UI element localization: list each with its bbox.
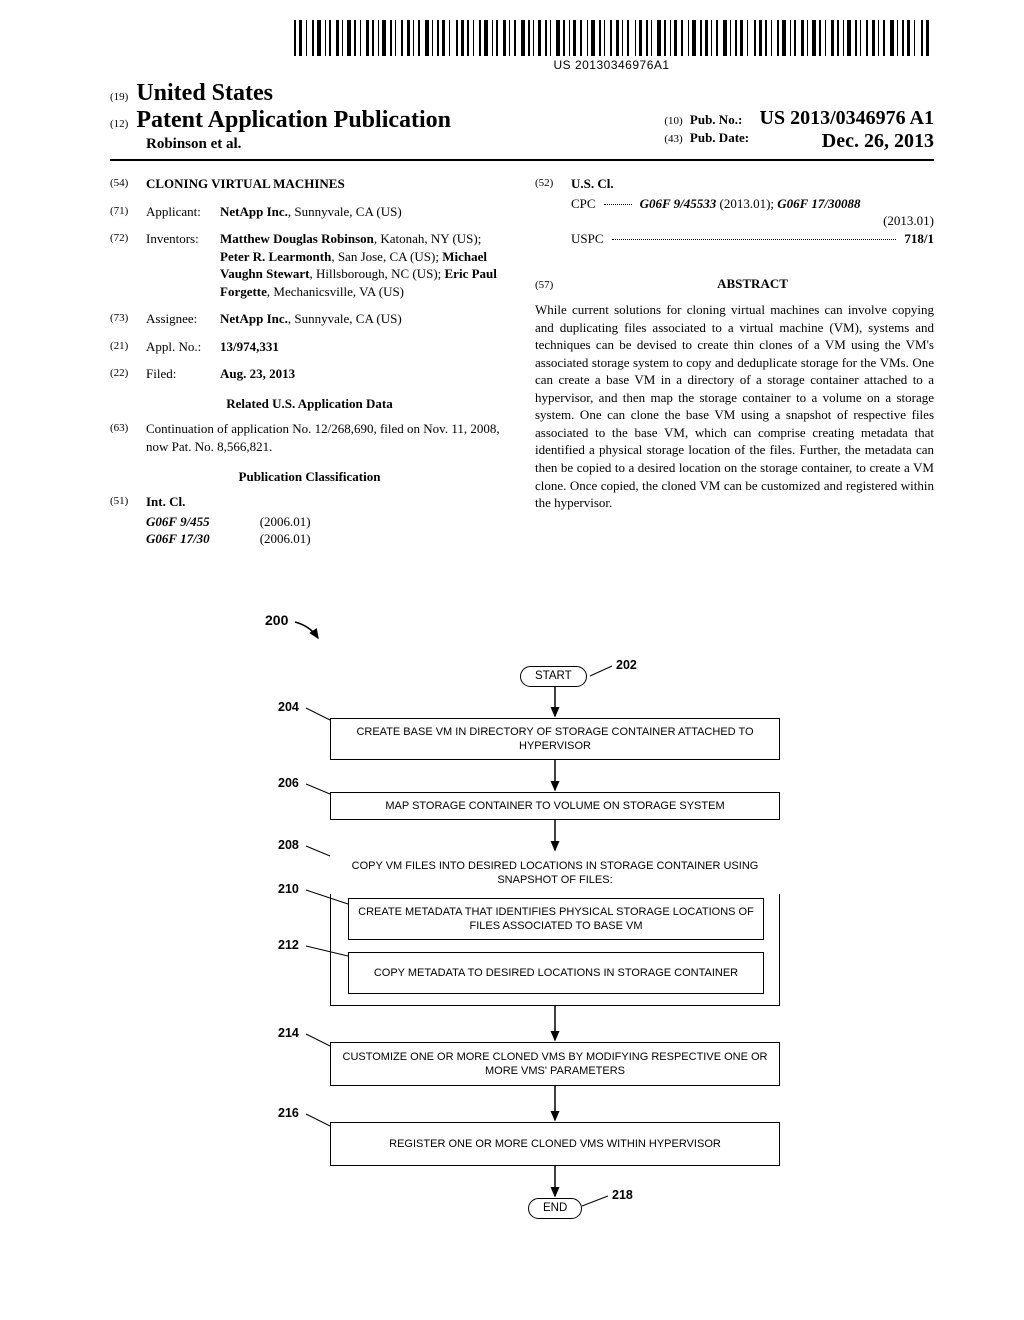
pubdate-label: Pub. Date: xyxy=(690,130,749,145)
prefix-pubtype: (12) xyxy=(110,118,128,130)
pubdate-value: Dec. 26, 2013 xyxy=(822,130,934,153)
assignee-name: NetApp Inc. xyxy=(220,311,288,326)
applicant-value: NetApp Inc., Sunnyvale, CA (US) xyxy=(220,203,509,221)
document-header: (19) United States (12) Patent Applicati… xyxy=(110,80,934,161)
field-num-filed: (22) xyxy=(110,365,146,381)
applno-label: Appl. No.: xyxy=(146,338,220,356)
ref-204: 204 xyxy=(278,700,299,714)
ref-216: 216 xyxy=(278,1106,299,1120)
flowchart-box-204: CREATE BASE VM IN DIRECTORY OF STORAGE C… xyxy=(330,718,780,760)
filed-label: Filed: xyxy=(146,365,220,383)
field-num-applno: (21) xyxy=(110,338,146,354)
figure-ref-number: 200 xyxy=(265,612,288,628)
flowchart-box-206: MAP STORAGE CONTAINER TO VOLUME ON STORA… xyxy=(330,792,780,820)
intcl-date-0: (2006.01) xyxy=(260,513,311,531)
applno-value: 13/974,331 xyxy=(220,338,509,356)
prefix-pubdate: (43) xyxy=(664,133,682,145)
field-num-inventors: (72) xyxy=(110,230,146,246)
ref-206: 206 xyxy=(278,776,299,790)
flowchart-box-214: CUSTOMIZE ONE OR MORE CLONED VMS BY MODI… xyxy=(330,1042,780,1086)
field-num-abstract: (57) xyxy=(535,277,571,293)
field-num-intcl: (51) xyxy=(110,493,146,509)
left-column: (54) CLONING VIRTUAL MACHINES (71) Appli… xyxy=(110,175,509,548)
prefix-country: (19) xyxy=(110,91,128,103)
publication-type: Patent Application Publication xyxy=(136,107,451,133)
ref-210: 210 xyxy=(278,882,299,896)
cpc-date-1: (2013.01); xyxy=(720,196,775,211)
invention-title: CLONING VIRTUAL MACHINES xyxy=(146,175,509,193)
ref-208: 208 xyxy=(278,838,299,852)
field-num-title: (54) xyxy=(110,175,146,191)
ref-218: 218 xyxy=(612,1188,633,1202)
cpc-value-1: G06F 9/45533 xyxy=(640,196,717,211)
intcl-code-0: G06F 9/455 xyxy=(146,513,210,531)
intcl-date-1: (2006.01) xyxy=(260,530,311,548)
content-columns: (54) CLONING VIRTUAL MACHINES (71) Appli… xyxy=(110,175,934,548)
ref-212: 212 xyxy=(278,938,299,952)
applicant-name: NetApp Inc. xyxy=(220,204,288,219)
field-num-uscl: (52) xyxy=(535,175,571,191)
assignee-loc: , Sunnyvale, CA (US) xyxy=(288,311,402,326)
cpc-value-2: G06F 17/30088 xyxy=(777,196,860,211)
intcl-code-1: G06F 17/30 xyxy=(146,530,210,548)
inventors-label: Inventors: xyxy=(146,230,220,248)
right-column: (52) U.S. Cl. CPC G06F 9/45533 (2013.01)… xyxy=(535,175,934,548)
field-num-applicant: (71) xyxy=(110,203,146,219)
uspc-label: USPC xyxy=(571,230,604,248)
barcode-text: US 20130346976A1 xyxy=(294,58,929,72)
applicant-label: Applicant: xyxy=(146,203,220,221)
flowchart-start: START xyxy=(520,666,587,687)
cpc-date-2: (2013.01) xyxy=(571,212,934,230)
ref-202: 202 xyxy=(616,658,637,672)
flowchart-box-216: REGISTER ONE OR MORE CLONED VMS WITHIN H… xyxy=(330,1122,780,1166)
flowchart-end: END xyxy=(528,1198,582,1219)
abstract-text: While current solutions for cloning virt… xyxy=(535,301,934,512)
uspc-value: 718/1 xyxy=(904,230,934,248)
field-num-continuation: (63) xyxy=(110,420,146,436)
intcl-label: Int. Cl. xyxy=(146,493,185,511)
related-heading: Related U.S. Application Data xyxy=(110,395,509,413)
cpc-row: CPC G06F 9/45533 (2013.01); G06F 17/3008… xyxy=(571,195,934,213)
country-name: United States xyxy=(136,80,273,106)
prefix-pubno: (10) xyxy=(664,115,682,127)
uspc-row: USPC 718/1 xyxy=(571,230,934,248)
classification-heading: Publication Classification xyxy=(110,468,509,486)
pubno-label: Pub. No.: xyxy=(690,112,742,127)
flowchart-diagram: 200 START 202 CREATE BASE VM IN DIRECTOR… xyxy=(110,608,930,1298)
field-num-assignee: (73) xyxy=(110,310,146,326)
ref-214: 214 xyxy=(278,1026,299,1040)
abstract-heading: ABSTRACT xyxy=(571,275,934,293)
flowchart-box-212: COPY METADATA TO DESIRED LOCATIONS IN ST… xyxy=(348,952,764,994)
barcode-graphic xyxy=(294,20,929,56)
pubno-value: US 2013/0346976 A1 xyxy=(760,107,934,129)
cpc-label: CPC xyxy=(571,195,596,213)
authors-line: Robinson et al. xyxy=(146,136,451,153)
flowchart-box-210: CREATE METADATA THAT IDENTIFIES PHYSICAL… xyxy=(348,898,764,940)
inventors-value: Matthew Douglas Robinson, Katonah, NY (U… xyxy=(220,230,509,300)
continuation-text: Continuation of application No. 12/268,6… xyxy=(146,420,509,455)
uscl-label: U.S. Cl. xyxy=(571,175,614,193)
assignee-label: Assignee: xyxy=(146,310,220,328)
flowchart-box-208: COPY VM FILES INTO DESIRED LOCATIONS IN … xyxy=(330,852,780,894)
applicant-loc: , Sunnyvale, CA (US) xyxy=(288,204,402,219)
barcode-region: US 20130346976A1 xyxy=(294,20,929,72)
intcl-list: G06F 9/455 (2006.01) G06F 17/30 (2006.01… xyxy=(146,513,509,548)
assignee-value: NetApp Inc., Sunnyvale, CA (US) xyxy=(220,310,509,328)
filed-value: Aug. 23, 2013 xyxy=(220,365,509,383)
